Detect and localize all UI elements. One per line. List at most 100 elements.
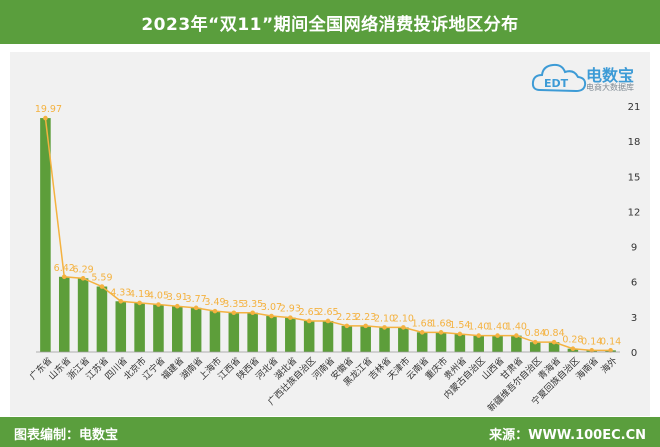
y-tick-label: 15	[628, 172, 641, 183]
trend-point	[306, 318, 312, 324]
data-label: 2.65	[299, 307, 320, 318]
data-label: 0.14	[581, 336, 602, 347]
data-label: 5.59	[91, 273, 112, 284]
data-label: 0.84	[543, 328, 564, 339]
y-tick-label: 3	[631, 313, 637, 324]
trend-point	[118, 298, 124, 304]
data-label: 2.10	[393, 313, 414, 324]
logo-brand: 电数宝	[586, 66, 635, 85]
trend-point	[156, 302, 161, 307]
data-label: 3.91	[167, 292, 188, 303]
logo-slogan: 电商大数据库	[586, 83, 634, 92]
bar	[96, 286, 108, 352]
bar	[529, 342, 541, 352]
y-tick-label: 18	[628, 137, 641, 148]
y-tick-label: 0	[631, 348, 637, 359]
data-label: 1.54	[449, 320, 470, 331]
bar	[360, 325, 371, 352]
trend-point	[80, 276, 86, 281]
trend-point	[608, 348, 613, 353]
brand-logo: EDT 电数宝 电商大数据库	[530, 60, 654, 102]
y-axis: 0 3 6 9 12 15 18 21	[628, 102, 641, 359]
trend-point	[401, 325, 406, 330]
data-label: 3.49	[204, 297, 225, 308]
data-label: 2.23	[336, 312, 357, 323]
trend-point	[269, 313, 274, 319]
data-label: 2.93	[280, 304, 301, 315]
bar	[77, 278, 89, 352]
trend-point	[61, 274, 67, 280]
bar	[228, 312, 240, 352]
trend-point	[419, 330, 425, 335]
trend-point	[589, 348, 595, 353]
chart-title: 2023年“双11”期间全国网络消费投诉地区分布	[141, 14, 519, 35]
trend-point	[457, 331, 463, 337]
data-label: 0.28	[562, 335, 583, 346]
bar	[341, 325, 353, 352]
trend-point	[288, 315, 293, 320]
data-label: 4.19	[129, 289, 150, 300]
data-label: 4.33	[110, 287, 131, 298]
bar	[285, 317, 296, 352]
title-bar: 2023年“双11”期间全国网络消费投诉地区分布	[0, 0, 660, 44]
bar	[379, 327, 390, 352]
bar	[172, 306, 183, 352]
bar	[473, 335, 484, 352]
data-label: 3.77	[186, 294, 207, 305]
data-label: 4.05	[148, 291, 169, 302]
bar	[134, 302, 145, 352]
trend-point	[495, 333, 500, 338]
footer-bar: 图表编制：电数宝 来源：WWW.100EC.CN	[0, 417, 660, 447]
trend-point	[363, 323, 368, 329]
bar	[153, 304, 164, 352]
data-label: 2.23	[355, 312, 376, 323]
y-tick-label: 9	[631, 243, 637, 254]
trend-point	[570, 346, 576, 352]
bar	[454, 333, 466, 352]
bar-chart: 0 3 6 9 12 15 18 21 19.97 6.426.295.59 4.334.194.…	[27, 102, 641, 414]
trend-point	[476, 333, 482, 338]
bar	[398, 327, 409, 352]
bars-group	[40, 118, 616, 353]
data-label: 6.42	[54, 263, 75, 274]
trend-point	[325, 318, 331, 324]
data-label: 1.40	[468, 322, 489, 333]
bar	[303, 320, 315, 352]
data-label: 1.40	[487, 322, 508, 333]
bar	[58, 276, 70, 352]
trend-point	[193, 305, 199, 311]
trend-line-group	[43, 115, 613, 353]
data-label: 3.35	[223, 299, 244, 310]
x-tick-label: 海外	[598, 355, 619, 376]
footer-editor: 图表编制：电数宝	[14, 428, 119, 443]
bar	[435, 332, 447, 352]
trend-point	[174, 303, 180, 309]
plot-area	[10, 52, 650, 416]
trend-point	[438, 330, 444, 335]
bar	[40, 118, 51, 353]
bar	[115, 301, 127, 352]
bar	[190, 307, 202, 352]
bar	[416, 332, 428, 352]
data-labels-group: 19.97 6.426.295.59 4.334.194.053.913.773.4…	[35, 104, 621, 347]
trend-point	[43, 115, 48, 121]
data-label: 3.07	[261, 302, 282, 313]
trend-point	[212, 308, 218, 314]
trend-point	[514, 333, 519, 338]
bar	[322, 320, 334, 352]
data-label: 2.65	[317, 307, 338, 318]
footer-source: 来源：WWW.100EC.CN	[489, 428, 646, 443]
data-label: 1.40	[506, 322, 527, 333]
bar	[209, 311, 221, 352]
data-label: 3.35	[242, 299, 263, 310]
y-tick-label: 21	[628, 102, 641, 113]
y-tick-label: 6	[631, 278, 637, 289]
data-label: 0.84	[525, 328, 546, 339]
trend-point	[137, 300, 142, 306]
cloud-edt-logo-icon: EDT	[531, 63, 587, 93]
data-label: 2.10	[374, 313, 395, 324]
bar	[511, 335, 522, 352]
trend-point	[382, 325, 387, 330]
data-label: 0.14	[600, 336, 621, 347]
